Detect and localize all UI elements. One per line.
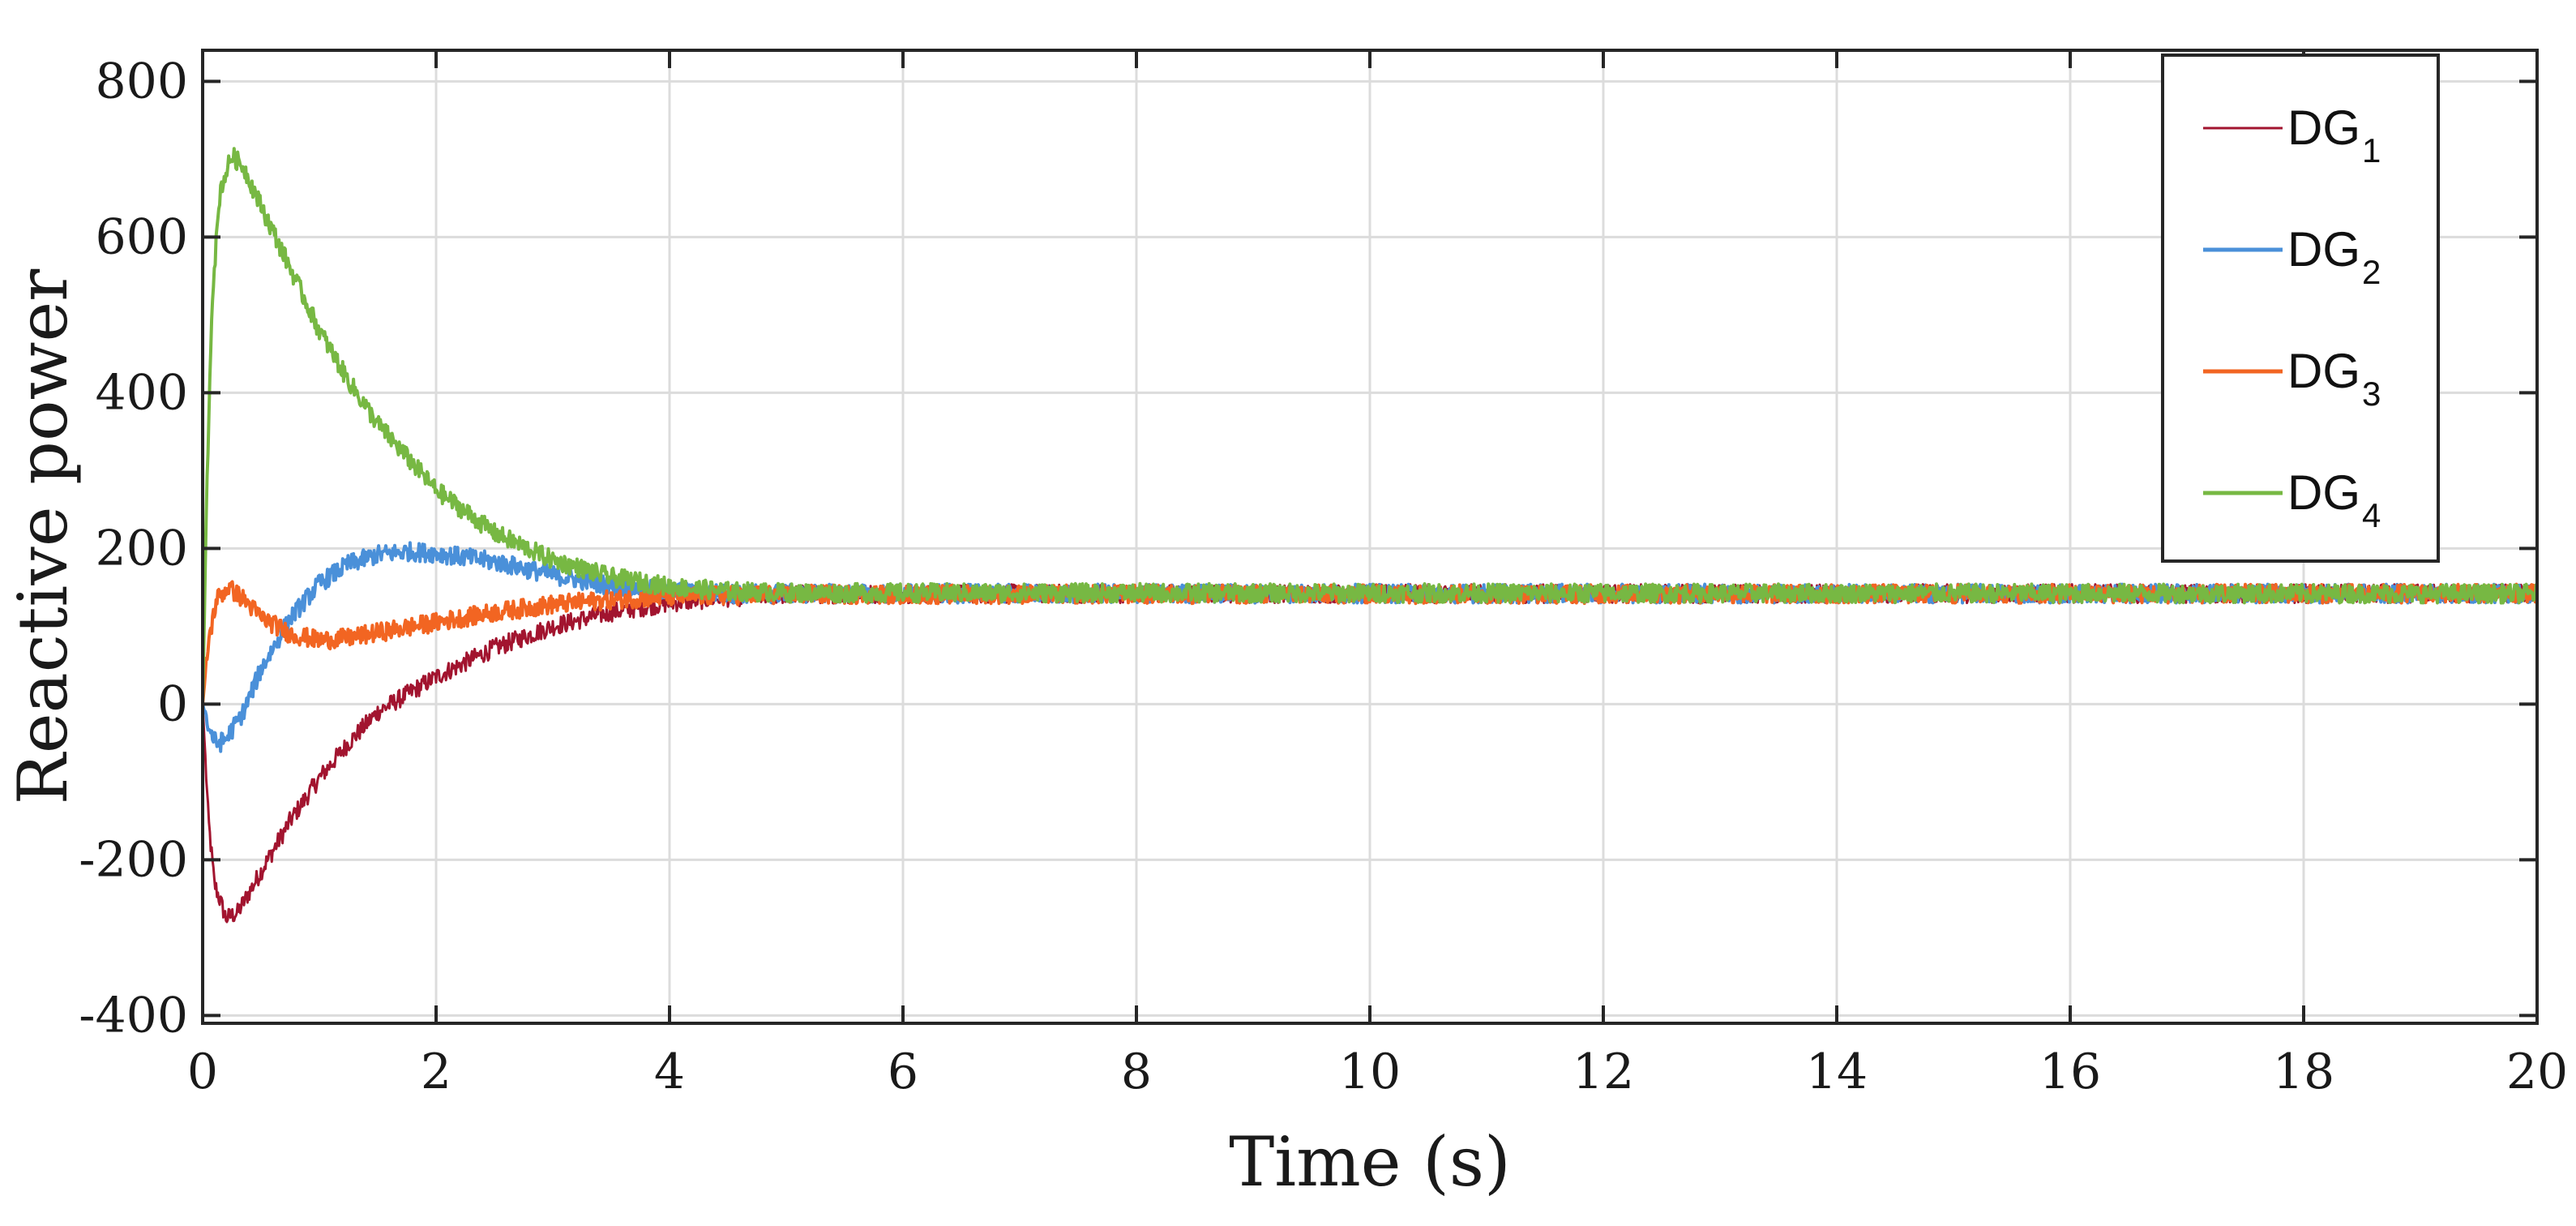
y-tick-label: -400 bbox=[79, 987, 188, 1044]
x-tick-labels: 0 2 4 6 8 10 12 14 16 18 20 bbox=[187, 1044, 2568, 1100]
legend-box bbox=[2161, 54, 2440, 563]
y-tick-label: -200 bbox=[79, 831, 188, 888]
legend-label: DG2 bbox=[2287, 222, 2381, 291]
legend-label-subscript: 3 bbox=[2362, 375, 2381, 413]
legend-label: DG3 bbox=[2287, 344, 2381, 413]
legend-item-dg3: DG3 bbox=[2203, 344, 2381, 413]
x-tick-label: 6 bbox=[888, 1044, 918, 1100]
legend-label-base: DG bbox=[2287, 222, 2360, 276]
x-tick-label: 16 bbox=[2039, 1044, 2101, 1100]
x-tick-label: 0 bbox=[187, 1044, 218, 1100]
legend-label: DG1 bbox=[2287, 101, 2381, 169]
legend-label-subscript: 4 bbox=[2362, 496, 2381, 534]
legend-label-base: DG bbox=[2287, 465, 2360, 520]
x-tick-label: 12 bbox=[1573, 1044, 1634, 1100]
legend-label-subscript: 2 bbox=[2362, 253, 2381, 291]
series-line-dg4 bbox=[201, 147, 2539, 705]
x-tick-label: 8 bbox=[1121, 1044, 1152, 1100]
legend-label-base: DG bbox=[2287, 344, 2360, 398]
x-axis-title: Time (s) bbox=[1229, 1122, 1511, 1202]
legend-item-dg2: DG2 bbox=[2203, 222, 2381, 291]
x-tick-label: 14 bbox=[1806, 1044, 1868, 1100]
legend-label: DG4 bbox=[2287, 465, 2381, 534]
y-tick-label: 800 bbox=[95, 53, 188, 109]
x-tick-label: 2 bbox=[421, 1044, 451, 1100]
y-axis-title: Reactive power bbox=[3, 268, 83, 805]
y-tick-label: 200 bbox=[95, 520, 188, 577]
tick-marks bbox=[201, 50, 2539, 1023]
x-tick-label: 20 bbox=[2506, 1044, 2568, 1100]
legend-label-base: DG bbox=[2287, 101, 2360, 155]
x-tick-label: 4 bbox=[654, 1044, 685, 1100]
y-tick-label: 0 bbox=[157, 675, 188, 732]
legend-label-subscript: 1 bbox=[2362, 131, 2381, 169]
y-tick-label: 600 bbox=[95, 208, 188, 265]
series-lines bbox=[201, 147, 2539, 924]
legend-item-dg4: DG4 bbox=[2203, 465, 2381, 534]
legend-item-dg1: DG1 bbox=[2203, 101, 2381, 169]
y-tick-label: 400 bbox=[95, 364, 188, 421]
x-tick-label: 18 bbox=[2273, 1044, 2334, 1100]
y-tick-labels: -400 -200 0 200 400 600 800 bbox=[79, 53, 188, 1044]
x-tick-label: 10 bbox=[1339, 1044, 1401, 1100]
